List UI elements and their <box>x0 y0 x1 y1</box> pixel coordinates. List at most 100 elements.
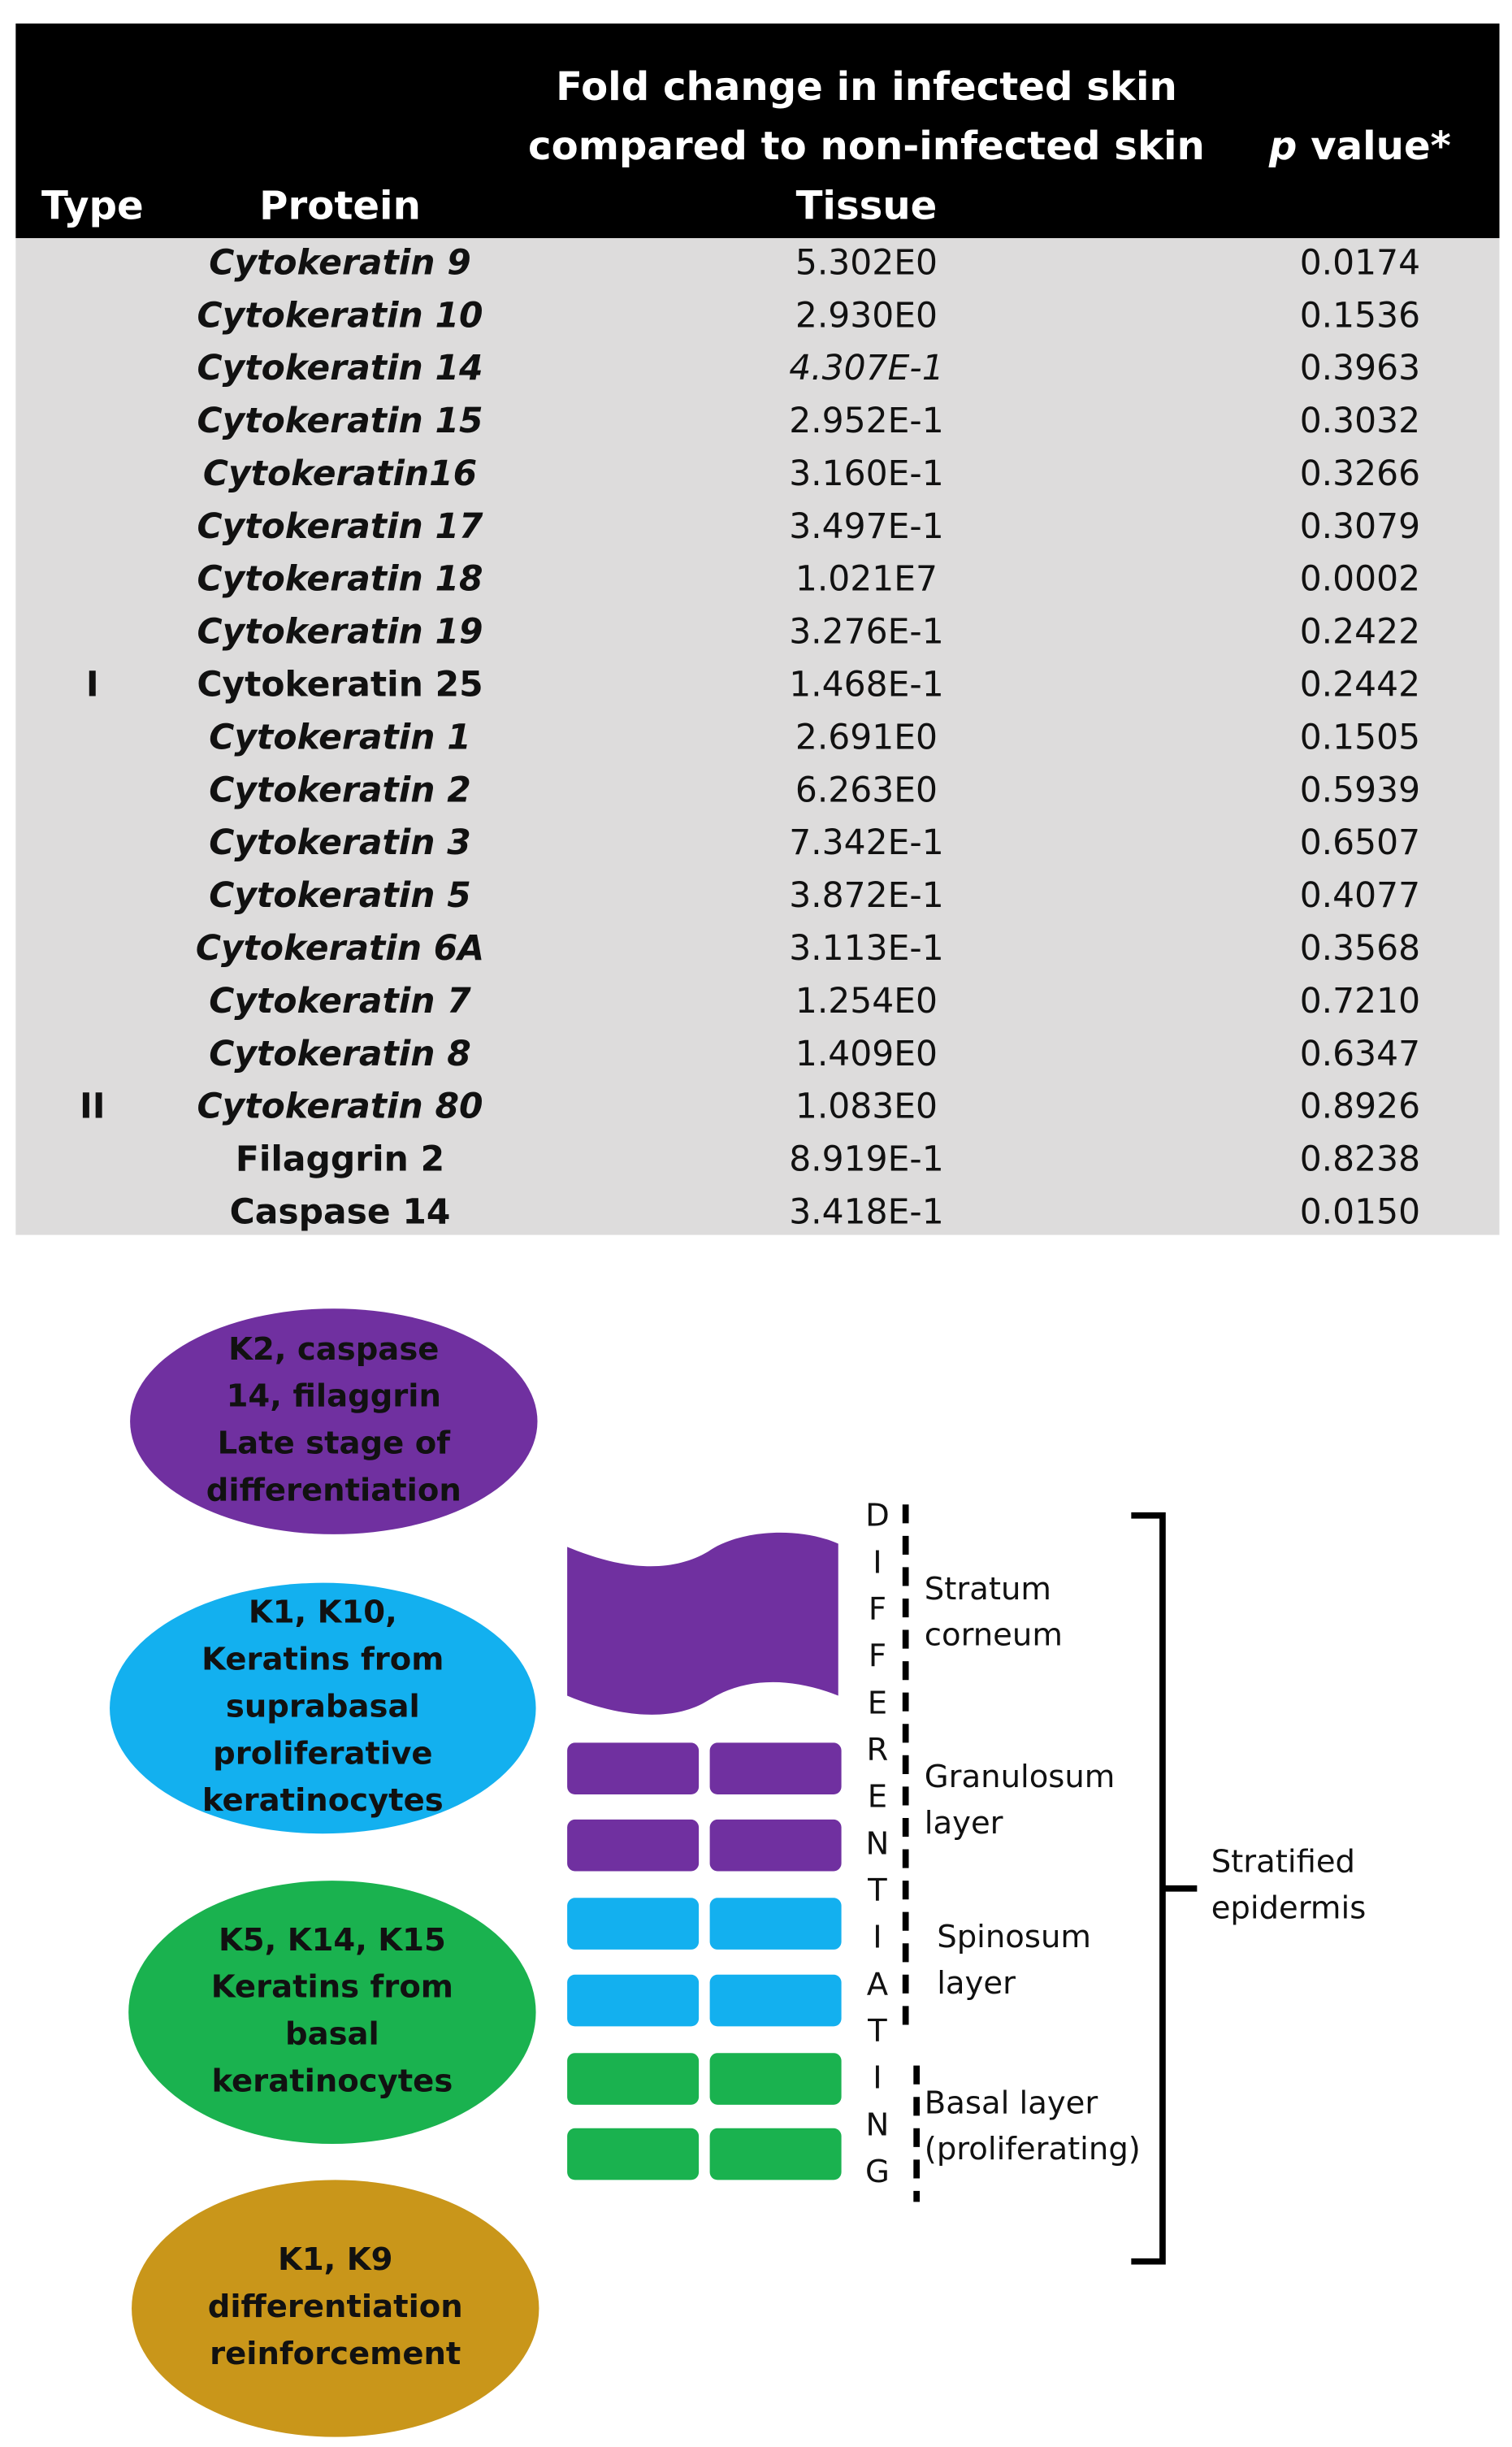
ellipse-text: K1, K9 <box>278 2241 392 2278</box>
protein-cell: Cytokeratin 25 <box>197 666 483 705</box>
cell-block <box>567 1819 700 1872</box>
header-fold: Tissue <box>796 183 938 228</box>
protein-cell: Cytokeratin 7 <box>209 982 471 1022</box>
p-value-cell: 0.6507 <box>1300 823 1420 863</box>
protein-cell: Cytokeratin 8 <box>209 1035 470 1074</box>
header-p-rest: value* <box>1311 124 1451 169</box>
cell-block <box>709 2128 842 2180</box>
protein-cell: Cytokeratin 6A <box>196 929 484 969</box>
letter: I <box>873 1544 882 1581</box>
ellipse-text: suprabasal <box>226 1688 420 1725</box>
ellipse-text: K5, K14, K15 <box>219 1922 446 1959</box>
protein-cell: Filaggrin 2 <box>236 1140 444 1180</box>
p-value-cell: 0.7210 <box>1300 982 1420 1022</box>
p-value-cell: 0.8926 <box>1300 1087 1420 1127</box>
type-cell: I <box>86 666 99 705</box>
table-body-bg <box>15 238 1500 1235</box>
ellipse-text: reinforcement <box>210 2336 461 2372</box>
letter: E <box>868 1778 887 1815</box>
protein-cell: Cytokeratin 14 <box>197 349 483 388</box>
fold-change-cell: 5.302E0 <box>795 243 938 283</box>
fold-change-cell: 3.872E-1 <box>789 876 943 916</box>
p-value-cell: 0.4077 <box>1300 876 1420 916</box>
ellipse-text: basal <box>285 2015 379 2052</box>
protein-cell: Cytokeratin 5 <box>209 876 470 916</box>
header-p: p value* <box>1268 124 1451 169</box>
ellipse-text: proliferative <box>213 1735 432 1772</box>
p-value-cell: 0.8238 <box>1300 1140 1420 1180</box>
letter: I <box>873 2059 882 2096</box>
letter: T <box>867 2012 887 2049</box>
stage-ellipse <box>128 1881 536 2145</box>
ellipse-text: K2, caspase <box>228 1331 439 1368</box>
cell-block <box>567 1974 700 2027</box>
fold-change-cell: 3.160E-1 <box>789 454 943 494</box>
letter: E <box>868 1685 887 1721</box>
fold-change-cell: 7.342E-1 <box>789 823 943 863</box>
stage-ellipse <box>130 1308 538 1534</box>
cell-block <box>709 1742 842 1795</box>
fold-change-cell: 1.254E0 <box>795 982 938 1022</box>
letter: I <box>873 1919 882 1955</box>
p-value-cell: 0.3266 <box>1300 454 1420 494</box>
cell-block <box>709 1974 842 2027</box>
stage-ellipse <box>110 1582 536 1834</box>
fold-change-cell: 8.919E-1 <box>789 1140 943 1180</box>
protein-cell: Cytokeratin 80 <box>197 1087 483 1127</box>
letter: A <box>867 1966 889 2002</box>
ellipse-text: 14, filaggrin <box>227 1378 441 1415</box>
fold-change-cell: 3.497E-1 <box>789 507 943 547</box>
letter: T <box>867 1872 887 1908</box>
layer-label: Basal layer <box>925 2085 1098 2121</box>
protein-cell: Cytokeratin 17 <box>197 507 483 547</box>
ellipse-text: Keratins from <box>211 1969 453 2006</box>
layer-blocks <box>567 1742 842 2180</box>
ellipse-text: Keratins from <box>201 1642 444 1678</box>
p-value-cell: 0.0150 <box>1300 1192 1420 1232</box>
p-value-cell: 0.3963 <box>1300 349 1420 388</box>
ellipse-text: Late stage of <box>218 1425 452 1461</box>
p-value-cell: 0.6347 <box>1300 1035 1420 1074</box>
protein-cell: Cytokeratin16 <box>203 454 477 494</box>
cell-block <box>567 1898 700 1950</box>
fold-change-cell: 1.468E-1 <box>789 666 943 705</box>
ellipse-text: keratinocytes <box>202 1782 444 1819</box>
p-value-cell: 0.2442 <box>1300 666 1420 705</box>
p-value-cell: 0.3568 <box>1300 929 1420 969</box>
p-value-cell: 0.0174 <box>1300 243 1420 283</box>
ellipse-text: K1, K10, <box>249 1594 397 1631</box>
fold-change-cell: 2.952E-1 <box>789 401 943 441</box>
protein-cell: Cytokeratin 9 <box>209 243 470 283</box>
protein-cell: Cytokeratin 18 <box>197 560 483 600</box>
letter: F <box>869 1591 886 1628</box>
ellipse-text: differentiation <box>206 1472 461 1508</box>
letter: N <box>866 1825 890 1862</box>
p-value-cell: 0.0002 <box>1300 560 1420 600</box>
p-value-cell: 0.2422 <box>1300 613 1420 653</box>
p-value-cell: 0.5939 <box>1300 770 1420 810</box>
cell-block <box>567 1742 700 1795</box>
epidermis-label: Stratified <box>1211 1843 1355 1880</box>
layer-label: Stratum <box>925 1571 1051 1607</box>
cell-block <box>709 2053 842 2105</box>
fold-change-cell: 1.409E0 <box>795 1035 938 1074</box>
fold-change-cell: 3.113E-1 <box>789 929 943 969</box>
fold-change-cell: 4.307E-1 <box>789 349 943 388</box>
table-header-bg <box>15 23 1500 239</box>
letter: R <box>867 1731 889 1768</box>
letter: N <box>866 2106 890 2143</box>
cell-block <box>567 2128 700 2180</box>
layer-label: layer <box>937 1965 1016 2002</box>
layer-label: corneum <box>925 1617 1063 1654</box>
fold-change-cell: 3.276E-1 <box>789 613 943 653</box>
p-value-cell: 0.3079 <box>1300 507 1420 547</box>
layer-label: layer <box>925 1805 1003 1842</box>
cell-block <box>709 1898 842 1950</box>
stage-ellipse <box>132 2180 539 2437</box>
protein-cell: Cytokeratin 15 <box>197 401 483 441</box>
protein-cell: Cytokeratin 3 <box>209 823 470 863</box>
p-value-cell: 0.1536 <box>1300 296 1420 336</box>
letter: D <box>865 1497 890 1534</box>
header-protein: Protein <box>259 183 421 228</box>
